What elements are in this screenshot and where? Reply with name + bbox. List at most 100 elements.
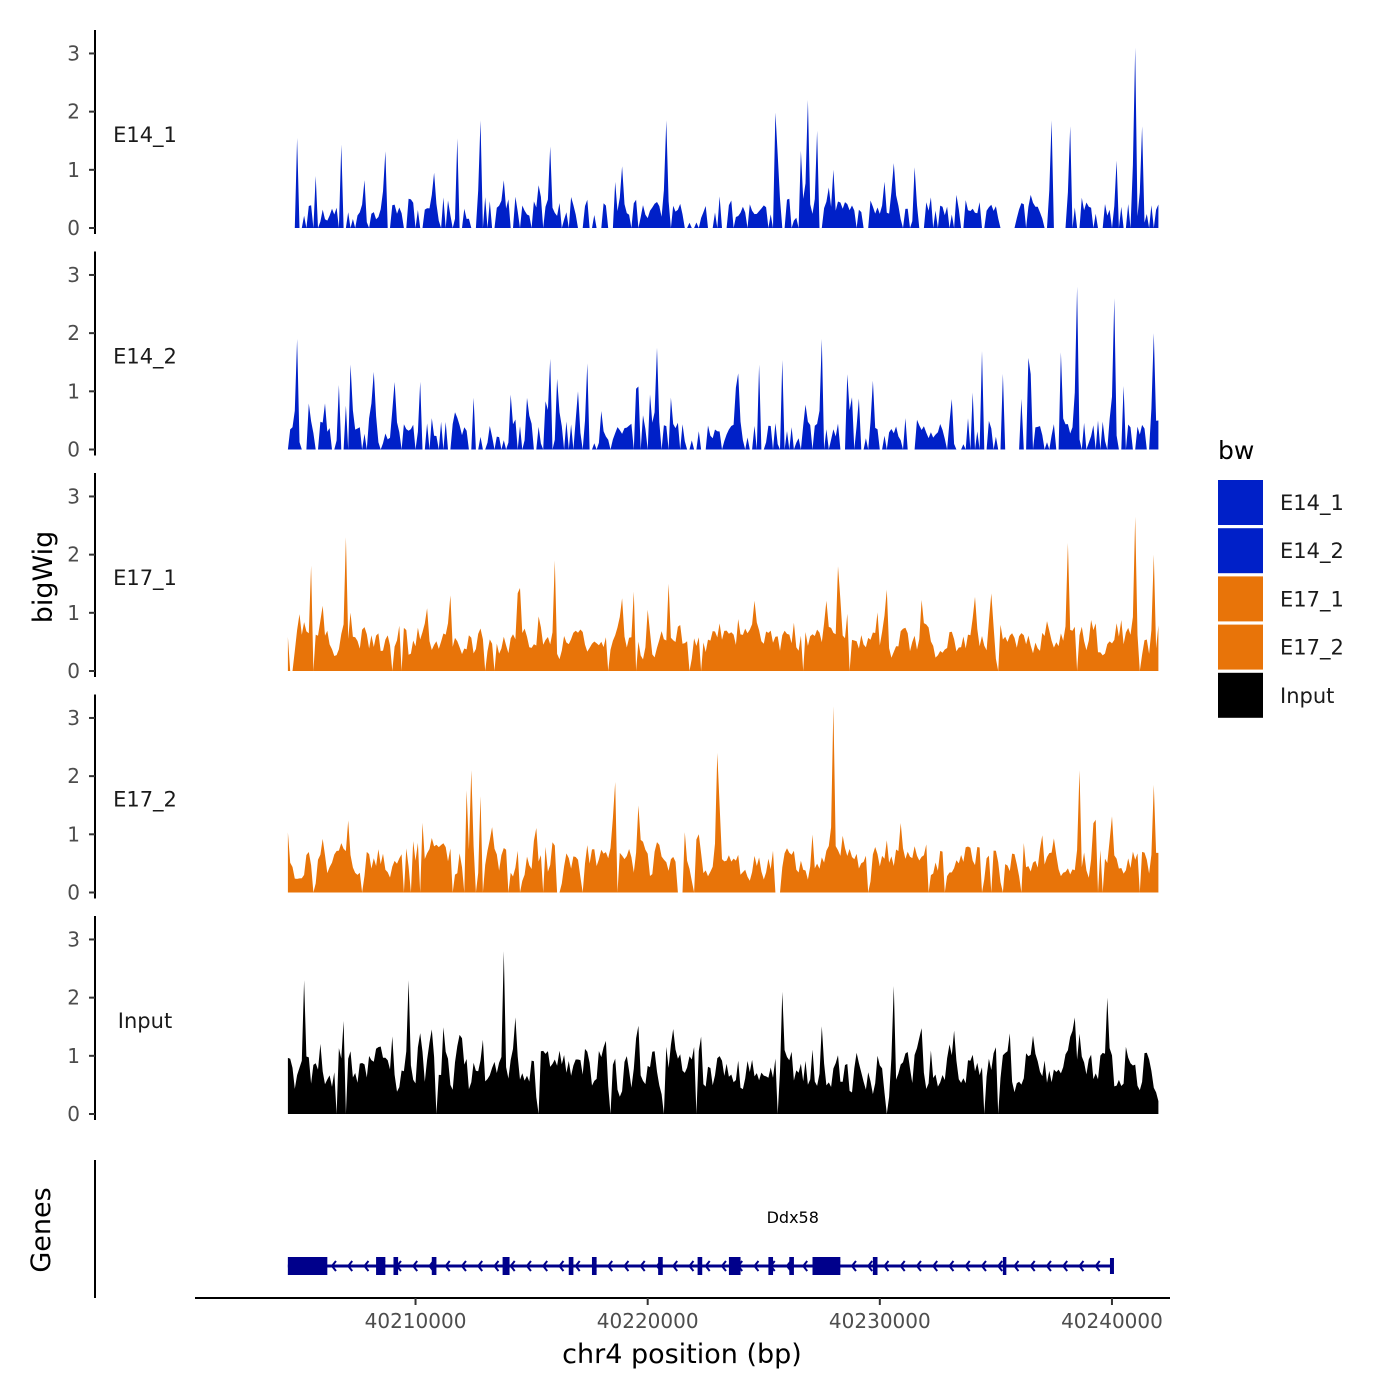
exon-11 [768, 1257, 774, 1275]
y-tick-label-E17_1-2: 2 [67, 543, 80, 567]
signal-area-E14_2 [287, 286, 1159, 450]
exon-9 [697, 1257, 703, 1275]
y-tick-label-E14_2-3: 3 [67, 263, 80, 287]
y-tick-label-E14_1-0: 0 [67, 216, 80, 240]
track-E14_1: 0 1 2 3 E14_1 [67, 30, 1159, 240]
legend-swatch-Input [1218, 672, 1263, 718]
strand-arrow [866, 1260, 873, 1272]
exon-15 [1002, 1257, 1007, 1275]
signal-area-E17_1 [287, 516, 1159, 671]
legend-swatch-E14_1 [1218, 480, 1263, 525]
strand-arrow [688, 1260, 695, 1272]
track-E17_1: 0 1 2 3 E17_1 [67, 473, 1159, 683]
y-tick-label-E14_1-2: 2 [67, 100, 80, 124]
legend-swatch-E14_2 [1218, 528, 1263, 574]
legend-items: E14_1 E14_2 E17_1 E17_2 Input [1218, 480, 1344, 718]
exon-2 [376, 1257, 386, 1275]
y-tick-label-E14_1-3: 3 [67, 41, 80, 65]
exon-5 [502, 1257, 510, 1275]
legend-label-E14_2: E14_2 [1280, 539, 1344, 564]
strand-arrow [411, 1260, 418, 1272]
track-label-E17_1: E17_1 [113, 566, 177, 591]
track-label-E14_2: E14_2 [113, 345, 177, 370]
y-tick-label-E17_1-1: 1 [67, 601, 80, 625]
legend: bw E14_1 E14_2 E17_1 E17_2 Input [1218, 436, 1344, 718]
track-Input: 0 1 2 3 Input [67, 916, 1159, 1126]
exon-14 [872, 1257, 878, 1275]
legend-swatch-E17_1 [1218, 576, 1263, 622]
genes-panel: Genes Ddx58 [26, 1160, 1114, 1298]
track-label-E17_2: E17_2 [113, 788, 177, 813]
signal-area-E14_1 [287, 47, 1159, 228]
y-tick-label-E17_2-1: 1 [67, 822, 80, 846]
strand-arrow [753, 1260, 760, 1272]
y-tick-label-Input-1: 1 [67, 1044, 80, 1068]
strand-arrow [1061, 1260, 1068, 1272]
exon-13 [812, 1257, 841, 1275]
exon-6 [568, 1257, 574, 1275]
strand-arrow [444, 1260, 451, 1272]
exon-4 [431, 1257, 437, 1275]
strand-arrow [980, 1260, 987, 1272]
strand-arrow [639, 1260, 646, 1272]
strand-arrow [1029, 1260, 1036, 1272]
bigwig-tracks: 0 1 2 3 E14_1 0 1 2 3 E14_2 0 1 2 3 E17_1 0 1 2 3 E17_2 0 1 2 3… [67, 30, 1159, 1126]
y-tick-label-Input-2: 2 [67, 986, 80, 1010]
y-tick-label-E17_2-2: 2 [67, 764, 80, 788]
strand-arrow [476, 1260, 483, 1272]
exon-10 [728, 1257, 741, 1275]
strand-arrow [1094, 1260, 1101, 1272]
x-ticks: 40210000 40220000 40230000 40240000 [365, 1298, 1163, 1333]
y-tick-label-E14_2-0: 0 [67, 438, 80, 462]
track-label-Input: Input [118, 1009, 172, 1033]
gene-models: Ddx58 [287, 1208, 1114, 1275]
strand-arrow [899, 1260, 906, 1272]
y-tick-label-Input-3: 3 [67, 927, 80, 951]
strand-arrow [883, 1260, 890, 1272]
y-tick-label-E17_1-0: 0 [67, 659, 80, 683]
strand-arrow [996, 1260, 1003, 1272]
strand-arrow [720, 1260, 727, 1272]
exon-7 [591, 1257, 597, 1275]
legend-title: bw [1218, 436, 1254, 465]
strand-arrow [704, 1260, 711, 1272]
x-axis-title: chr4 position (bp) [562, 1339, 802, 1370]
strand-arrow [948, 1260, 955, 1272]
strand-arrow [1078, 1260, 1085, 1272]
strand-arrow [1013, 1260, 1020, 1272]
track-E17_2: 0 1 2 3 E17_2 [67, 694, 1159, 905]
strand-arrow [801, 1260, 808, 1272]
strand-arrow [330, 1260, 337, 1272]
exon-1 [287, 1257, 328, 1275]
legend-label-E14_1: E14_1 [1280, 491, 1344, 516]
strand-arrow [915, 1260, 922, 1272]
strand-arrow [1045, 1260, 1052, 1272]
y-tick-label-Input-0: 0 [67, 1102, 80, 1126]
y-tick-label-E17_1-3: 3 [67, 484, 80, 508]
legend-label-Input: Input [1280, 684, 1334, 708]
track-label-E14_1: E14_1 [113, 123, 177, 148]
strand-arrow [671, 1260, 678, 1272]
strand-arrow [493, 1260, 500, 1272]
strand-arrow [509, 1260, 516, 1272]
track-E14_2: 0 1 2 3 E14_2 [67, 251, 1159, 462]
y-tick-label-E14_2-2: 2 [67, 321, 80, 345]
genes-label: Genes [26, 1187, 57, 1272]
strand-arrow [964, 1260, 971, 1272]
strand-arrow [460, 1260, 467, 1272]
gene-end-cap [1109, 1258, 1114, 1274]
legend-label-E17_1: E17_1 [1280, 587, 1344, 612]
strand-arrow [931, 1260, 938, 1272]
strand-arrow [623, 1260, 630, 1272]
strand-arrow [541, 1260, 548, 1272]
y-tick-label-E14_2-1: 1 [67, 379, 80, 403]
signal-area-Input [287, 951, 1159, 1114]
exon-12 [789, 1257, 794, 1275]
strand-arrow [525, 1260, 532, 1272]
y-axis-title: bigWig [28, 531, 59, 624]
strand-arrow [363, 1260, 370, 1272]
gene-name-Ddx58: Ddx58 [767, 1208, 819, 1227]
legend-swatch-E17_2 [1218, 624, 1263, 670]
x-tick-label-40240000: 40240000 [1061, 1309, 1163, 1333]
